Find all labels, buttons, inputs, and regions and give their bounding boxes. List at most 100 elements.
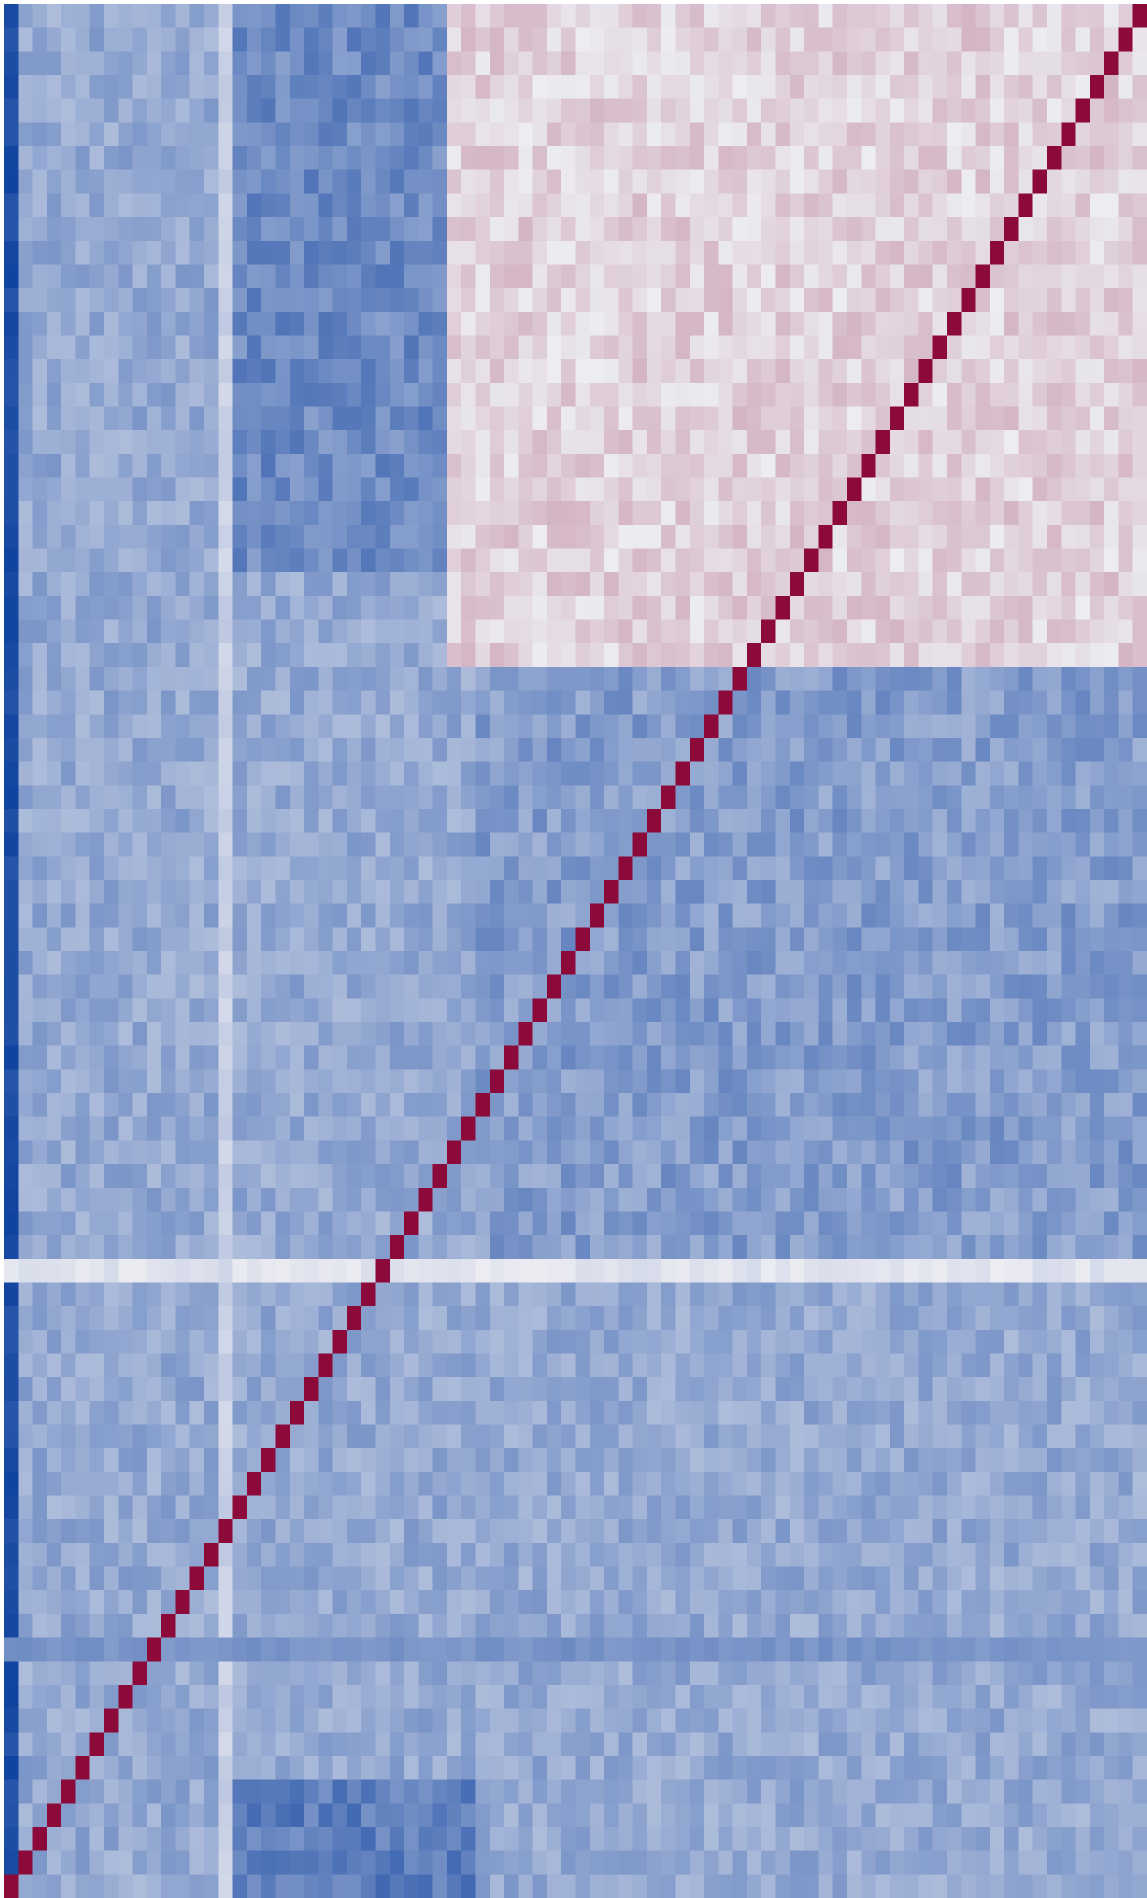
heatmap-cell (461, 927, 477, 952)
heatmap-cell (218, 240, 234, 266)
heatmap-cell (532, 927, 548, 952)
heatmap-cell (718, 974, 734, 999)
heatmap-cell (661, 832, 677, 857)
heatmap-cell (318, 169, 334, 194)
heatmap-cell (1032, 169, 1048, 194)
heatmap-cell (518, 146, 534, 171)
heatmap-cell (361, 288, 377, 313)
heatmap-cell (932, 430, 948, 455)
heatmap-cell (404, 714, 419, 739)
heatmap-cell (532, 998, 548, 1023)
heatmap-cell (475, 1116, 491, 1142)
heatmap-cell (246, 1424, 262, 1449)
heatmap-cell (632, 737, 648, 763)
heatmap-cell (589, 1258, 605, 1284)
heatmap-cell (832, 761, 848, 786)
heatmap-cell (104, 666, 119, 692)
heatmap-cell (418, 1022, 434, 1047)
heatmap-cell (261, 311, 277, 337)
heatmap-cell (189, 666, 205, 692)
heatmap-cell (832, 974, 848, 999)
heatmap-cell (1075, 477, 1091, 502)
heatmap-cell (304, 1093, 319, 1118)
heatmap-cell (418, 1306, 434, 1331)
heatmap-cell (661, 51, 677, 76)
heatmap-cell (604, 785, 619, 810)
heatmap-cell (546, 1211, 562, 1236)
heatmap-cell (432, 240, 448, 266)
heatmap-cell (989, 1258, 1005, 1284)
heatmap-cell (104, 951, 119, 976)
heatmap-cell (232, 903, 248, 928)
heatmap-cell (1018, 477, 1034, 502)
heatmap-cell (261, 406, 277, 431)
heatmap-cell (1018, 927, 1034, 952)
heatmap-cell (389, 832, 405, 857)
heatmap-cell (561, 27, 577, 52)
heatmap-cell (1104, 430, 1120, 455)
heatmap-cell (546, 666, 562, 692)
heatmap-cell (32, 430, 48, 455)
heatmap-cell (61, 75, 77, 100)
heatmap-cell (904, 501, 919, 526)
heatmap-cell (989, 951, 1005, 976)
heatmap-cell (889, 1211, 905, 1236)
heatmap-cell (646, 1187, 662, 1213)
heatmap-cell (18, 1400, 34, 1426)
heatmap-cell (746, 1093, 762, 1118)
heatmap-cell (604, 146, 619, 171)
heatmap-cell (304, 288, 319, 313)
heatmap-cell (118, 359, 134, 384)
heatmap-cell (1075, 595, 1091, 621)
heatmap-cell (961, 1045, 977, 1070)
heatmap-cell (589, 832, 605, 857)
heatmap-cell (461, 501, 477, 526)
heatmap-cell (761, 1045, 777, 1070)
heatmap-cell (304, 1282, 319, 1307)
heatmap-cell (375, 1400, 391, 1426)
heatmap-cell (146, 146, 162, 171)
heatmap-cell (304, 1140, 319, 1165)
heatmap-cell (432, 359, 448, 384)
heatmap-cell (518, 335, 534, 360)
heatmap-cell (104, 169, 119, 194)
heatmap-cell (832, 832, 848, 857)
heatmap-cell (646, 643, 662, 668)
heatmap-cell (989, 217, 1005, 242)
heatmap-cell (461, 951, 477, 976)
heatmap-cell (1075, 714, 1091, 739)
heatmap-cell (732, 1140, 748, 1165)
heatmap-cell (1046, 288, 1062, 313)
heatmap-cell (1018, 193, 1034, 218)
heatmap-cell (889, 1093, 905, 1118)
heatmap-cell (246, 146, 262, 171)
heatmap-cell (261, 666, 277, 692)
heatmap-cell (646, 1116, 662, 1142)
heatmap-cell (261, 951, 277, 976)
heatmap-cell (875, 879, 891, 905)
heatmap-cell (132, 572, 148, 597)
heatmap-cell (646, 288, 662, 313)
heatmap-cell (632, 430, 648, 455)
heatmap-cell (32, 240, 48, 266)
heatmap-cell (175, 406, 191, 431)
heatmap-cell (732, 666, 748, 692)
heatmap-cell (746, 122, 762, 147)
heatmap-cell (346, 430, 362, 455)
heatmap-cell (604, 808, 619, 834)
heatmap-cell (46, 1187, 62, 1213)
heatmap-cell (404, 856, 419, 881)
heatmap-cell (489, 572, 505, 597)
heatmap-cell (946, 453, 962, 479)
heatmap-cell (775, 98, 791, 123)
heatmap-cell (275, 4, 291, 29)
heatmap-cell (118, 264, 134, 289)
heatmap-cell (418, 453, 434, 479)
heatmap-cell (104, 1164, 119, 1189)
heatmap-cell (604, 1329, 619, 1355)
heatmap-cell (346, 1045, 362, 1070)
heatmap-cell (189, 1353, 205, 1378)
heatmap-cell (632, 406, 648, 431)
heatmap-cell (89, 264, 105, 289)
heatmap-cell (889, 217, 905, 242)
